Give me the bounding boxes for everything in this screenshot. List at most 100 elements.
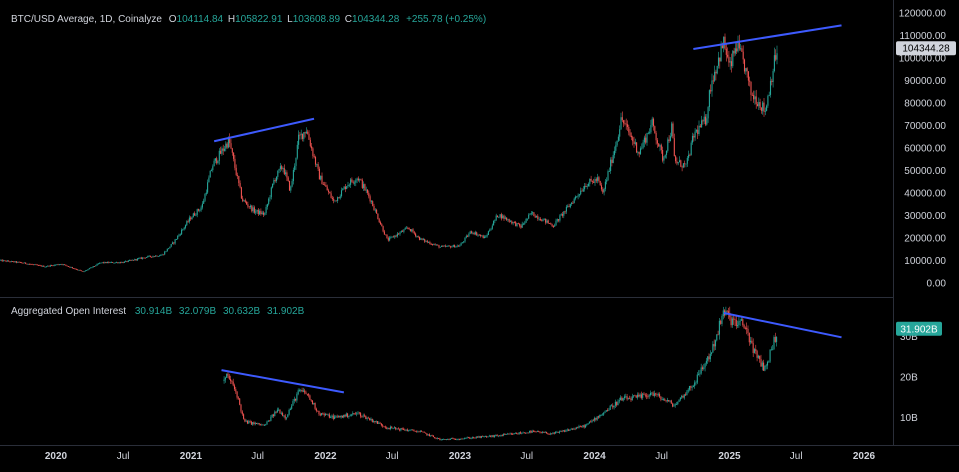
- oi-value-4: 31.902B: [267, 306, 304, 317]
- oi-candle: [692, 387, 693, 388]
- price-candle: [688, 155, 689, 158]
- oi-candle: [651, 392, 652, 393]
- oi-trendline: [222, 370, 344, 392]
- price-candle: [250, 206, 251, 207]
- oi-candle: [560, 431, 561, 432]
- price-candle: [35, 264, 36, 265]
- oi-candle: [578, 426, 579, 428]
- oi-candle: [373, 421, 374, 422]
- oi-candle: [322, 413, 323, 414]
- time-tick-label: 2020: [45, 451, 68, 462]
- oi-candle: [597, 416, 598, 419]
- price-candle: [726, 49, 727, 55]
- oi-candle: [403, 429, 404, 430]
- oi-candle: [377, 421, 378, 424]
- price-candle: [136, 259, 137, 260]
- price-candle: [156, 256, 157, 257]
- oi-candle: [772, 349, 773, 350]
- price-candle: [653, 119, 654, 126]
- price-candle: [667, 139, 668, 150]
- price-candle: [189, 218, 190, 222]
- price-candle: [552, 224, 553, 226]
- price-candle: [513, 222, 514, 223]
- price-candle: [210, 171, 211, 178]
- price-tick-label: 120000.00: [899, 9, 947, 20]
- price-candle: [306, 132, 307, 134]
- price-candle: [297, 145, 298, 158]
- oi-candle: [629, 398, 630, 399]
- price-candle: [33, 264, 34, 265]
- oi-candle: [420, 431, 421, 432]
- price-candle: [9, 261, 10, 262]
- oi-candle: [473, 437, 474, 438]
- price-candle: [637, 152, 638, 153]
- price-candle: [247, 204, 248, 206]
- oi-candle: [441, 439, 442, 440]
- price-candle: [771, 81, 772, 82]
- price-candle: [194, 213, 195, 215]
- price-candle: [268, 199, 269, 204]
- price-candle: [264, 213, 265, 215]
- price-candle: [587, 186, 588, 187]
- oi-candle: [302, 390, 303, 392]
- oi-candle: [408, 430, 409, 431]
- price-candle: [554, 225, 555, 226]
- symbol-title[interactable]: BTC/USD Average, 1D, Coinalyze: [11, 14, 162, 25]
- price-candle: [644, 138, 645, 143]
- price-candle: [627, 124, 628, 127]
- price-candle: [428, 242, 429, 243]
- oi-candle: [737, 325, 738, 326]
- price-candle: [217, 161, 218, 163]
- oi-candle: [542, 432, 543, 433]
- oi-candle: [590, 422, 591, 423]
- price-candle: [260, 211, 261, 214]
- oi-candle: [573, 429, 574, 430]
- oi-candle: [402, 428, 403, 429]
- trendlines-group[interactable]: [214, 25, 841, 392]
- oi-candle: [282, 413, 283, 416]
- price-candle: [370, 196, 371, 201]
- low-value: 103608.89: [293, 14, 340, 25]
- oi-candle: [653, 392, 654, 395]
- price-candle: [548, 220, 549, 223]
- price-candle: [84, 271, 85, 272]
- oi-candle: [512, 434, 513, 435]
- price-candle: [225, 144, 226, 149]
- oi-candle: [347, 414, 348, 417]
- oi-candle: [610, 406, 611, 410]
- price-candle: [178, 235, 179, 236]
- price-candle: [493, 221, 494, 225]
- oi-candle: [346, 414, 347, 417]
- price-candle: [246, 202, 247, 204]
- oi-candle: [721, 316, 722, 324]
- oi-candle: [569, 429, 570, 430]
- price-candle: [299, 135, 300, 136]
- oi-candle: [252, 422, 253, 424]
- oi-candle: [589, 422, 590, 424]
- oi-candle: [749, 333, 750, 342]
- price-candle: [470, 231, 471, 234]
- oi-candle: [265, 425, 266, 426]
- oi-candle: [261, 424, 262, 425]
- oi-candle: [390, 427, 391, 429]
- price-candle: [220, 151, 221, 154]
- oi-candle: [434, 437, 435, 438]
- price-candle: [107, 262, 108, 263]
- oi-candle: [274, 412, 275, 416]
- price-candle: [331, 193, 332, 198]
- oi-candle: [412, 430, 413, 431]
- price-candle: [281, 166, 282, 169]
- oi-candle: [396, 428, 397, 429]
- price-candle: [528, 215, 529, 219]
- oi-candle: [421, 431, 422, 432]
- price-candle: [643, 142, 644, 147]
- price-candle: [168, 248, 169, 249]
- price-candle: [65, 265, 66, 266]
- price-candle: [576, 196, 577, 197]
- price-candle: [203, 201, 204, 204]
- oi-candle: [313, 403, 314, 404]
- oi-title[interactable]: Aggregated Open Interest: [11, 306, 126, 317]
